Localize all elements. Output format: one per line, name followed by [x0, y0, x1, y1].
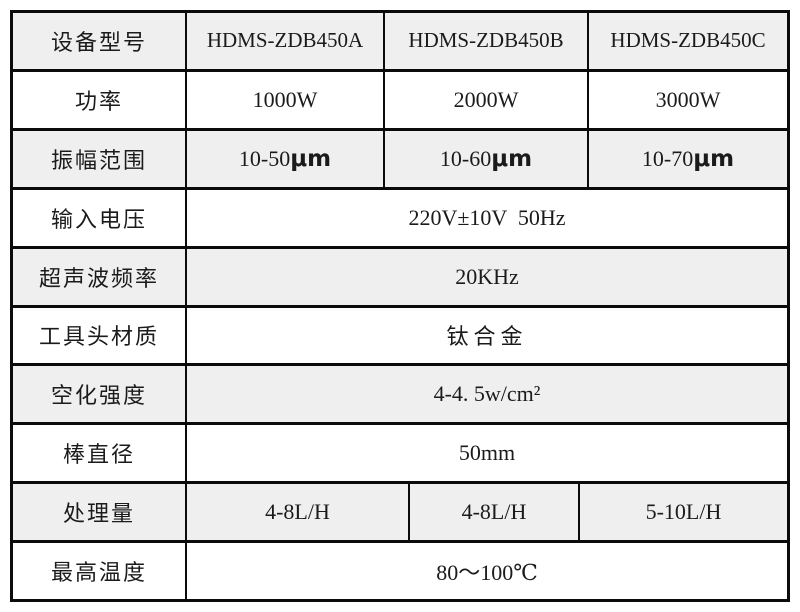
table-row-model: 设备型号 HDMS-ZDB450A HDMS-ZDB450B HDMS-ZDB4…: [13, 13, 787, 69]
model-c-cell: HDMS-ZDB450C: [587, 13, 787, 69]
tool-head-material-cell: 钛合金: [185, 307, 787, 364]
row-label-amplitude: 振幅范围: [50, 147, 147, 173]
row-label-max-temperature: 最高温度: [50, 560, 147, 586]
max-temperature-cell: 80～100℃: [185, 543, 787, 600]
amplitude-a-value: 10-50: [238, 145, 291, 171]
power-c-cell: 3000W: [587, 71, 787, 128]
amplitude-c-unit: μm: [693, 145, 735, 172]
amplitude-b-unit: μm: [491, 145, 533, 172]
throughput-c-cell: 5-10L/H: [578, 484, 787, 541]
row-label-tool-head-material: 工具头材质: [38, 324, 159, 350]
table-row-input-voltage: 输入电压 220V±10V 50Hz: [13, 186, 787, 246]
table-row-amplitude: 振幅范围 10-50 μm 10-60 μm 10-70 μm: [13, 127, 787, 187]
input-voltage-cell: 220V±10V 50Hz: [185, 189, 787, 246]
amplitude-a-unit: μm: [290, 145, 332, 172]
row-label-input-voltage: 输入电压: [50, 206, 147, 232]
row-label-rod-diameter: 棒直径: [62, 442, 135, 468]
row-label-frequency: 超声波频率: [38, 265, 159, 291]
row-label-cavitation-intensity: 空化强度: [50, 383, 147, 409]
amplitude-a-cell: 10-50 μm: [185, 130, 383, 187]
equipment-spec-table: 设备型号 HDMS-ZDB450A HDMS-ZDB450B HDMS-ZDB4…: [10, 10, 790, 602]
table-row-frequency: 超声波频率 20KHz: [13, 245, 787, 305]
model-a-cell: HDMS-ZDB450A: [185, 13, 383, 69]
throughput-b-cell: 4-8L/H: [408, 484, 578, 541]
throughput-a-cell: 4-8L/H: [185, 484, 408, 541]
row-label-model: 设备型号: [50, 29, 147, 55]
power-a-cell: 1000W: [185, 71, 383, 128]
row-label-power: 功率: [74, 88, 123, 114]
table-row-cavitation-intensity: 空化强度 4-4. 5w/cm²: [13, 363, 787, 423]
amplitude-b-value: 10-60: [439, 145, 492, 171]
table-row-power: 功率 1000W 2000W 3000W: [13, 68, 787, 128]
power-b-cell: 2000W: [383, 71, 587, 128]
table-row-tool-head-material: 工具头材质 钛合金: [13, 304, 787, 364]
amplitude-c-cell: 10-70 μm: [587, 130, 787, 187]
rod-diameter-cell: 50mm: [185, 425, 787, 482]
amplitude-b-cell: 10-60 μm: [383, 130, 587, 187]
cavitation-intensity-cell: 4-4. 5w/cm²: [185, 366, 787, 423]
frequency-cell: 20KHz: [185, 248, 787, 305]
table-row-rod-diameter: 棒直径 50mm: [13, 422, 787, 482]
row-label-throughput: 处理量: [62, 501, 135, 527]
table-row-max-temperature: 最高温度 80～100℃: [13, 540, 787, 600]
amplitude-c-value: 10-70: [641, 145, 694, 171]
table-row-throughput: 处理量 4-8L/H 4-8L/H 5-10L/H: [13, 481, 787, 541]
model-b-cell: HDMS-ZDB450B: [383, 13, 587, 69]
